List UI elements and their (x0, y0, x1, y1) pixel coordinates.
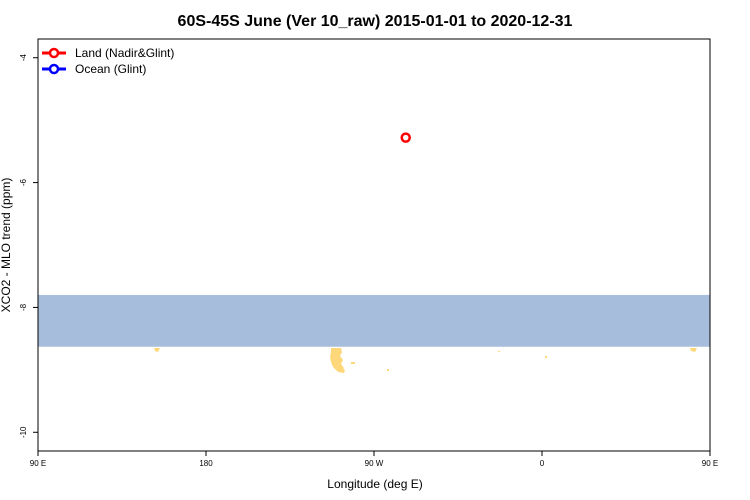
small-island-3 (498, 351, 500, 352)
small-island-2 (545, 356, 547, 358)
plot-frame (37, 38, 711, 452)
x-tick-label: 180 (199, 459, 213, 468)
legend-label-ocean: Ocean (Glint) (75, 62, 146, 76)
y-tick-label: -8 (19, 303, 28, 311)
new-zealand-land-1 (154, 348, 160, 352)
new-zealand-land-2 (690, 348, 697, 352)
ocean-band (38, 294, 710, 347)
x-axis-label: Longitude (deg E) (327, 477, 422, 491)
legend-label-land: Land (Nadir&Glint) (75, 46, 174, 60)
legend: Land (Nadir&Glint) Ocean (Glint) (42, 46, 174, 76)
y-axis-label: XCO2 - MLO trend (ppm) (0, 178, 13, 313)
y-tick-label: -10 (19, 426, 28, 438)
y-tick-label: -6 (19, 178, 28, 186)
small-island-1 (387, 369, 389, 371)
x-tick-label: 0 (540, 459, 545, 468)
data-points (400, 132, 411, 143)
chart-title: 60S-45S June (Ver 10_raw) 2015-01-01 to … (178, 13, 573, 30)
x-tick-label: 90 E (30, 459, 46, 468)
legend-marker-land (48, 47, 60, 59)
land-patches (154, 348, 697, 373)
x-tick-label: 90 W (365, 459, 384, 468)
x-tick-label: 90 E (702, 459, 718, 468)
south-america-land (330, 348, 344, 371)
land-data-point (400, 132, 411, 143)
y-tick-label: -4 (19, 54, 28, 62)
falkland-islands-land (351, 362, 355, 364)
tierra-del-fuego-land (335, 366, 345, 373)
y-axis-ticks: -4 -6 -8 -10 (19, 54, 38, 438)
legend-marker-ocean (48, 63, 60, 75)
x-axis-ticks: 90 E 180 90 W 0 90 E (30, 451, 718, 468)
